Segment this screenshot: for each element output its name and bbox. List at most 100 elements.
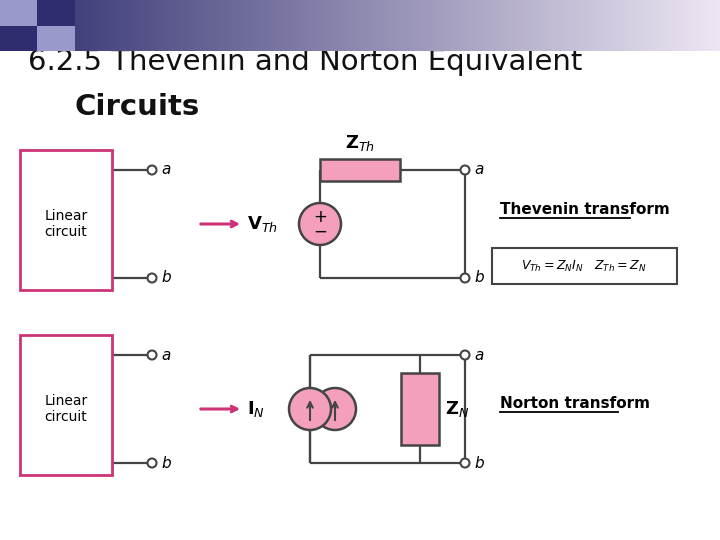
Bar [590,0,593,51]
Bar [667,0,670,51]
Bar [653,0,655,51]
Bar [72,0,74,51]
Bar [103,0,106,51]
Bar [81,0,84,51]
Bar [0,0,2,51]
Bar [218,0,221,51]
Bar [250,0,252,51]
Circle shape [148,350,156,360]
Bar [245,0,247,51]
Bar [403,0,405,51]
Bar [144,0,146,51]
Bar [499,0,502,51]
Bar [153,0,156,51]
Bar [444,0,446,51]
Circle shape [299,203,341,245]
Circle shape [148,165,156,174]
Bar [48,0,50,51]
Bar [492,0,495,51]
Bar [389,0,391,51]
Circle shape [314,388,356,430]
Bar [509,0,511,51]
Bar [408,0,410,51]
Bar [698,0,701,51]
Bar [374,0,377,51]
Bar [113,0,115,51]
Bar [29,0,31,51]
Bar [387,0,389,51]
Bar [554,0,557,51]
Bar [418,0,420,51]
Bar [629,0,631,51]
Bar [243,0,245,51]
Bar [367,0,369,51]
Bar [290,0,293,51]
Bar [713,0,715,51]
Bar [413,0,415,51]
Bar [490,0,492,51]
Bar [79,0,81,51]
Bar [703,0,706,51]
Bar [115,0,117,51]
Bar [655,0,657,51]
Bar [423,0,425,51]
Bar [146,0,149,51]
Bar [569,0,571,51]
Bar [315,0,317,51]
Bar [614,0,617,51]
Bar [221,0,223,51]
Bar [672,0,675,51]
Bar [89,0,91,51]
Bar [610,0,612,51]
Text: a: a [474,348,483,362]
Bar [538,0,540,51]
Text: b: b [161,456,171,470]
Bar [279,0,281,51]
Bar [63,0,65,51]
Bar [706,0,708,51]
Bar [125,0,127,51]
Bar [194,0,197,51]
Text: b: b [474,456,484,470]
Bar [178,0,180,51]
Bar [166,0,168,51]
Bar [65,0,67,51]
Bar [451,0,454,51]
Bar [247,0,250,51]
Bar [626,0,629,51]
Bar [432,0,434,51]
Bar [564,0,567,51]
Bar [643,0,646,51]
Bar [22,0,24,51]
Bar [240,0,243,51]
Bar [31,0,34,51]
Bar [70,0,72,51]
Bar [574,0,576,51]
Bar [516,0,518,51]
Bar [319,0,322,51]
Bar [106,0,108,51]
Bar [173,0,175,51]
Bar [686,0,689,51]
Text: b: b [161,271,171,286]
Circle shape [461,350,469,360]
Bar [156,0,158,51]
Bar [449,0,451,51]
Text: $\mathbf{V}_{Th}$: $\mathbf{V}_{Th}$ [247,214,278,234]
Bar [55,0,58,51]
Bar [137,0,139,51]
Bar [168,0,171,51]
Bar [624,0,626,51]
Bar [401,373,439,445]
Bar [84,0,86,51]
Bar [430,0,432,51]
Bar [295,0,297,51]
Bar [567,0,569,51]
Bar [24,0,27,51]
Bar [259,0,261,51]
Bar [0,0,37,25]
Bar [588,0,590,51]
Bar [545,0,547,51]
Bar [60,0,63,51]
Bar [171,0,173,51]
